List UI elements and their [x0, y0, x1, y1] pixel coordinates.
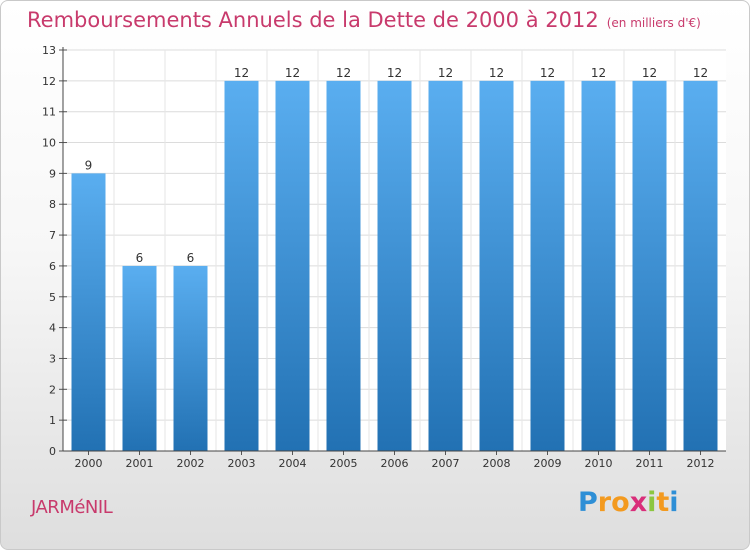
x-tick-label: 2003 — [228, 457, 256, 470]
y-tick-label: 12 — [42, 75, 56, 88]
bar-2005 — [326, 80, 361, 451]
chart-title: Remboursements Annuels de la Dette de 20… — [27, 8, 701, 32]
bar-value-label: 9 — [85, 158, 93, 172]
y-tick-label: 11 — [42, 106, 56, 119]
y-tick-label: 6 — [49, 260, 56, 273]
y-tick-label: 2 — [49, 383, 56, 396]
bar-2010 — [581, 80, 616, 451]
logo-letter: i — [669, 487, 679, 518]
logo-letter: o — [611, 487, 630, 518]
y-tick-label: 8 — [49, 198, 56, 211]
bar-value-label: 12 — [387, 66, 402, 80]
x-tick-label: 2007 — [432, 457, 460, 470]
x-tick-label: 2008 — [483, 457, 511, 470]
bar-value-label: 6 — [136, 251, 144, 265]
logo-letter: t — [656, 487, 670, 518]
x-tick-label: 2000 — [75, 457, 103, 470]
bar-value-label: 6 — [187, 251, 195, 265]
x-tick-label: 2011 — [636, 457, 664, 470]
bar-value-label: 12 — [693, 66, 708, 80]
y-tick-label: 10 — [42, 137, 56, 150]
bar-2003 — [224, 80, 259, 451]
y-tick-label: 7 — [49, 229, 56, 242]
y-tick-label: 9 — [49, 167, 56, 180]
commune-name: JARMéNIL — [31, 497, 113, 518]
bar-value-label: 12 — [642, 66, 657, 80]
x-tick-label: 2004 — [279, 457, 307, 470]
y-tick-label: 1 — [49, 414, 56, 427]
y-tick-label: 4 — [49, 322, 56, 335]
logo-letter: x — [629, 487, 648, 518]
x-tick-label: 2005 — [330, 457, 358, 470]
bar-value-label: 12 — [285, 66, 300, 80]
bar-value-label: 12 — [591, 66, 606, 80]
x-tick-label: 2001 — [126, 457, 154, 470]
bar-2012 — [683, 80, 718, 451]
x-tick-label: 2012 — [687, 457, 715, 470]
logo-letter: r — [597, 487, 612, 518]
y-tick-label: 3 — [49, 352, 56, 365]
bar-value-label: 12 — [438, 66, 453, 80]
bar-value-label: 12 — [234, 66, 249, 80]
bar-2011 — [632, 80, 667, 451]
bar-2000 — [71, 173, 106, 451]
x-tick-label: 2009 — [534, 457, 562, 470]
x-tick-label: 2010 — [585, 457, 613, 470]
bar-2007 — [428, 80, 463, 451]
bar-value-label: 12 — [489, 66, 504, 80]
bar-2004 — [275, 80, 310, 451]
chart-title-text: Remboursements Annuels de la Dette de 20… — [27, 8, 599, 32]
y-tick-label: 0 — [49, 445, 56, 458]
logo-letter: P — [578, 487, 598, 518]
y-tick-label: 13 — [42, 44, 56, 57]
proxiti-logo: Proxiti — [578, 487, 679, 518]
y-tick-label: 5 — [49, 291, 56, 304]
bar-2006 — [377, 80, 412, 451]
bars: 9 6 6 12 12 12 12 12 12 12 12 12 12 — [71, 66, 718, 451]
bar-2009 — [530, 80, 565, 451]
bar-2002 — [173, 265, 208, 451]
bar-value-label: 12 — [336, 66, 351, 80]
chart-unit: (en milliers d'€) — [606, 16, 701, 30]
bar-value-label: 12 — [540, 66, 555, 80]
x-tick-label: 2006 — [381, 457, 409, 470]
x-tick-label: 2002 — [177, 457, 205, 470]
logo-letter: i — [647, 487, 657, 518]
bar-2001 — [122, 265, 157, 451]
bar-2008 — [479, 80, 514, 451]
